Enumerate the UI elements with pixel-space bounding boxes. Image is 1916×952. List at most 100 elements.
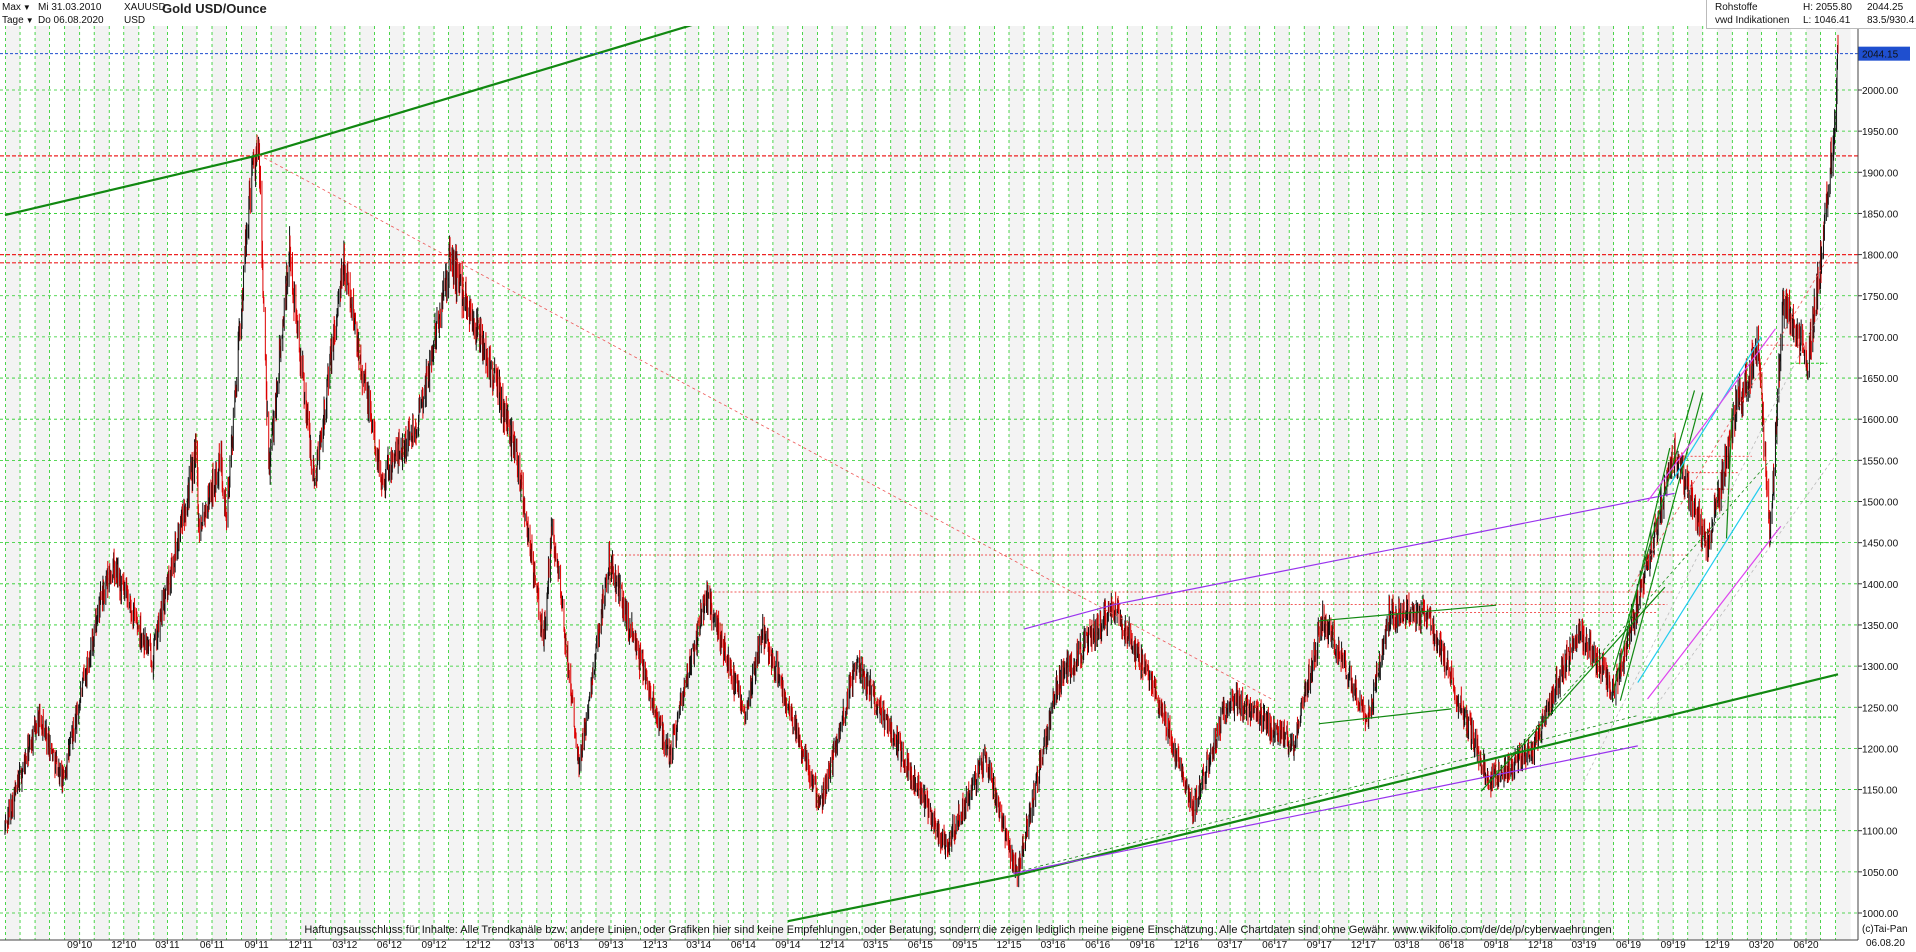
month-band <box>448 26 464 940</box>
y-tick-label: 1200.00 <box>1862 744 1899 755</box>
trendline-green <box>787 673 1839 923</box>
trendline-cyan <box>1637 484 1762 683</box>
y-tick-label: 1850.00 <box>1862 209 1899 220</box>
x-tick-label: 06 20 <box>1793 940 1818 951</box>
extra-value: 83.5/930.4 <box>1867 15 1915 26</box>
last-price-tag <box>1858 46 1910 61</box>
trendline-green <box>1319 604 1497 622</box>
y-tick-label: 1250.00 <box>1862 703 1899 714</box>
month-band <box>772 26 788 940</box>
month-band <box>123 26 139 940</box>
y-tick-label: 1950.00 <box>1862 127 1899 138</box>
trendline-green <box>1612 390 1696 671</box>
x-tick-label: 06 15 <box>908 940 933 951</box>
x-tick-label: 09 10 <box>67 940 92 951</box>
x-tick-label: 09 13 <box>598 940 623 951</box>
y-tick-label: 1600.00 <box>1862 415 1899 426</box>
month-band <box>1598 26 1614 940</box>
month-band <box>1245 26 1260 940</box>
x-tick-label: 06 19 <box>1616 940 1641 951</box>
x-tick-label: 12 14 <box>820 940 845 951</box>
x-tick-label: 12 15 <box>996 940 1021 951</box>
y-tick-label: 1150.00 <box>1862 786 1898 797</box>
y-tick-label: 1350.00 <box>1862 621 1899 632</box>
month-band <box>241 26 257 940</box>
range-select[interactable]: Max ▼ <box>2 2 31 14</box>
quote-info-panel: Rohstoffe vwd Indikationen H: 2055.80 L:… <box>1706 0 1916 29</box>
x-tick-label: 06 14 <box>731 940 756 951</box>
month-band <box>832 26 848 940</box>
month-band <box>1776 26 1791 940</box>
month-band <box>64 26 80 940</box>
month-band <box>743 26 758 940</box>
y-tick-label: 2000.00 <box>1862 86 1899 97</box>
category-label: Rohstoffe <box>1715 2 1758 13</box>
month-band <box>1540 26 1556 940</box>
month-band <box>655 26 671 940</box>
trendline-magenta <box>1647 525 1782 700</box>
x-tick-label: 09 18 <box>1484 940 1509 951</box>
x-tick-label: 06 12 <box>377 940 402 951</box>
month-band <box>1127 26 1143 940</box>
x-tick-label: 03 15 <box>863 940 888 951</box>
month-band <box>1068 26 1083 940</box>
month-band <box>1570 26 1584 940</box>
x-tick-label: 03 13 <box>509 940 534 951</box>
month-band <box>359 26 375 940</box>
x-tick-label: 03 19 <box>1571 940 1596 951</box>
x-tick-label: 12 10 <box>111 940 136 951</box>
month-band <box>685 26 699 940</box>
y-tick-label: 1900.00 <box>1862 168 1899 179</box>
month-band <box>1806 26 1821 940</box>
x-tick-label: 06 17 <box>1262 940 1287 951</box>
x-tick-label: 06 16 <box>1085 940 1110 951</box>
y-tick-label: 1750.00 <box>1862 292 1899 303</box>
month-band <box>713 26 729 940</box>
trendlines-layer <box>4 26 1839 923</box>
month-band <box>1039 26 1054 940</box>
month-band <box>1835 26 1851 940</box>
month-band <box>536 26 552 940</box>
trendline-magenta <box>1647 328 1776 502</box>
x-tick-label: 03 17 <box>1218 940 1243 951</box>
symbol-label: XAUUSD <box>124 2 166 13</box>
x-tick-label: 06 11 <box>200 940 225 951</box>
trendline-green <box>1480 586 1666 792</box>
y-tick-label: 1100.00 <box>1862 827 1898 838</box>
trendline-green <box>1725 408 1733 539</box>
last-price-label: 2044.15 <box>1862 50 1899 61</box>
date-from: Mi 31.03.2010 <box>38 2 102 13</box>
month-band <box>478 26 494 940</box>
month-band <box>271 26 287 940</box>
month-band <box>566 26 581 940</box>
range-select-label: Max <box>2 2 21 13</box>
month-band <box>1628 26 1644 940</box>
month-band <box>1097 26 1113 940</box>
x-tick-label: 06 13 <box>554 940 579 951</box>
month-band <box>419 26 435 940</box>
source-label: vwd Indikationen <box>1715 15 1790 26</box>
x-tick-label: 03 20 <box>1749 940 1774 951</box>
month-band <box>300 26 316 940</box>
x-tick-label: 12 19 <box>1705 940 1730 951</box>
y-tick-label: 1050.00 <box>1862 868 1899 879</box>
high-value: H: 2055.80 <box>1803 2 1852 13</box>
credit-label: (c)Tai-Pan <box>1862 924 1908 935</box>
x-tick-label: 06 18 <box>1439 940 1464 951</box>
chevron-down-icon: ▼ <box>22 3 31 12</box>
month-band <box>153 26 168 940</box>
interval-select[interactable]: Tage ▼ <box>2 15 34 27</box>
trendline-green <box>1016 715 1638 873</box>
trendline-grey <box>1642 451 1839 724</box>
y-tick-label: 1700.00 <box>1862 333 1899 344</box>
x-tick-label: 09 14 <box>775 940 800 951</box>
trendline-green <box>1319 708 1452 725</box>
levels-layer <box>0 155 1858 811</box>
last-value: 2044.25 <box>1867 2 1904 13</box>
month-band <box>1333 26 1349 940</box>
month-band <box>802 26 818 940</box>
month-band <box>1274 26 1290 940</box>
x-tick-label: 03 11 <box>155 940 180 951</box>
x-tick-label: 12 17 <box>1351 940 1376 951</box>
